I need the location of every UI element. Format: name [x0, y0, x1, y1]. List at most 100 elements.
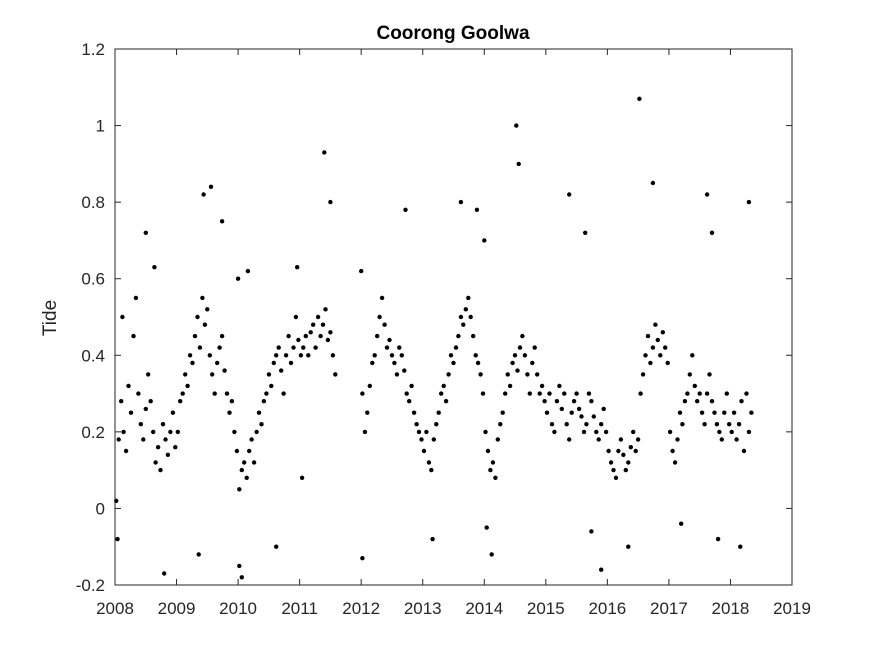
- data-point: [431, 437, 436, 442]
- data-point: [286, 333, 291, 339]
- data-point: [128, 410, 134, 415]
- data-point: [163, 437, 168, 442]
- data-point: [515, 368, 520, 373]
- data-point: [594, 429, 599, 435]
- data-point: [564, 422, 569, 427]
- data-point: [143, 230, 148, 235]
- data-point: [205, 307, 210, 312]
- data-point: [576, 406, 582, 412]
- data-point: [557, 383, 562, 389]
- data-point: [532, 345, 537, 350]
- data-point: [537, 391, 542, 396]
- data-point: [185, 383, 190, 389]
- data-point: [293, 314, 299, 320]
- data-point: [514, 123, 519, 128]
- data-point: [638, 391, 643, 396]
- data-points: [114, 96, 754, 580]
- data-point: [599, 567, 604, 572]
- data-point: [516, 161, 521, 167]
- data-point: [709, 399, 715, 404]
- data-point: [175, 429, 180, 435]
- data-point: [527, 391, 532, 396]
- data-point: [719, 437, 724, 442]
- data-point: [495, 437, 500, 442]
- data-point: [655, 337, 660, 343]
- data-point: [379, 295, 385, 301]
- data-point: [274, 353, 279, 358]
- data-point: [126, 383, 131, 389]
- data-point: [330, 353, 336, 358]
- x-tick-label: 2008: [96, 599, 134, 618]
- data-point: [616, 448, 621, 454]
- data-point: [574, 391, 579, 396]
- data-point: [679, 521, 684, 526]
- data-point: [503, 391, 508, 396]
- data-point: [271, 360, 276, 366]
- data-point: [670, 448, 675, 454]
- y-tick-label: -0.2: [76, 576, 105, 595]
- data-point: [153, 460, 158, 465]
- data-point: [680, 422, 685, 427]
- data-point: [517, 345, 523, 350]
- data-point: [367, 383, 372, 389]
- data-point: [489, 552, 494, 557]
- data-point: [416, 429, 422, 435]
- data-point: [180, 391, 185, 396]
- data-point: [473, 353, 478, 358]
- data-point: [475, 360, 481, 366]
- data-point: [500, 410, 505, 415]
- data-point: [446, 372, 451, 377]
- data-point: [370, 360, 375, 366]
- data-point: [549, 422, 555, 427]
- data-point: [665, 360, 670, 366]
- data-point: [247, 448, 252, 454]
- data-point: [409, 383, 414, 389]
- data-point: [439, 391, 444, 396]
- data-point: [611, 467, 616, 473]
- data-point: [414, 422, 419, 427]
- data-point: [591, 414, 596, 419]
- data-point: [717, 429, 722, 435]
- data-point: [584, 422, 589, 427]
- data-point: [429, 467, 434, 473]
- data-point: [120, 314, 125, 320]
- data-point: [493, 475, 498, 480]
- axes-box: [114, 48, 793, 586]
- data-point: [744, 391, 749, 396]
- data-point: [685, 391, 690, 396]
- data-point: [722, 410, 727, 415]
- data-point: [729, 429, 734, 435]
- data-point: [677, 410, 683, 415]
- x-tick-label: 2009: [158, 599, 196, 618]
- data-point: [539, 383, 545, 389]
- data-point: [621, 452, 626, 457]
- data-point: [311, 322, 316, 327]
- data-point: [510, 360, 515, 366]
- data-point: [210, 372, 215, 377]
- data-point: [542, 399, 547, 404]
- data-point: [261, 399, 267, 404]
- data-point: [650, 180, 656, 186]
- data-point: [635, 437, 641, 442]
- data-point: [474, 207, 480, 212]
- data-point: [424, 429, 429, 435]
- data-point: [295, 265, 300, 270]
- data-point: [151, 429, 156, 435]
- data-point: [739, 399, 744, 404]
- data-point: [143, 406, 148, 412]
- data-point: [377, 314, 382, 320]
- data-point: [256, 410, 262, 415]
- data-point: [333, 372, 338, 377]
- data-point: [224, 391, 230, 396]
- data-point: [397, 345, 402, 350]
- data-point: [653, 322, 658, 327]
- data-point: [155, 445, 161, 450]
- data-point: [235, 276, 241, 281]
- data-point: [141, 437, 146, 442]
- data-point: [603, 429, 609, 435]
- data-point: [411, 410, 417, 415]
- data-point: [195, 314, 200, 320]
- data-point: [192, 333, 198, 339]
- data-point: [207, 353, 212, 358]
- data-point: [637, 96, 642, 102]
